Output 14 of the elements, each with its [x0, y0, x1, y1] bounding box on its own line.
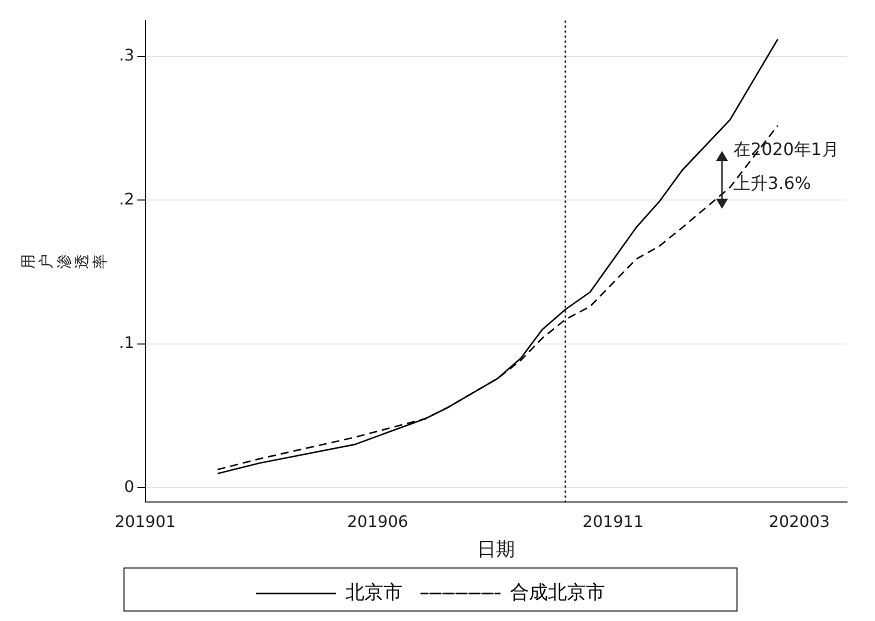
- y-axis-title: 用户渗透率: [18, 254, 109, 269]
- x-tick-label: 201911: [582, 512, 644, 531]
- x-tick-label: 201906: [347, 512, 408, 531]
- annotation: 在2020年1月: [734, 140, 839, 160]
- x-tick-label: 201901: [114, 512, 176, 531]
- x-tick-label: 202003: [768, 512, 830, 531]
- legend-label: 北京市: [346, 581, 402, 604]
- y-tick-label: 0: [124, 476, 134, 496]
- y-tick-label: .1: [119, 333, 134, 352]
- legend-label: 合成北京市: [510, 581, 605, 604]
- annotation: 上升3.6%: [734, 174, 811, 194]
- x-axis-title: 日期: [477, 538, 516, 561]
- y-tick-label: .2: [119, 189, 134, 208]
- y-tick-label: .3: [119, 46, 134, 65]
